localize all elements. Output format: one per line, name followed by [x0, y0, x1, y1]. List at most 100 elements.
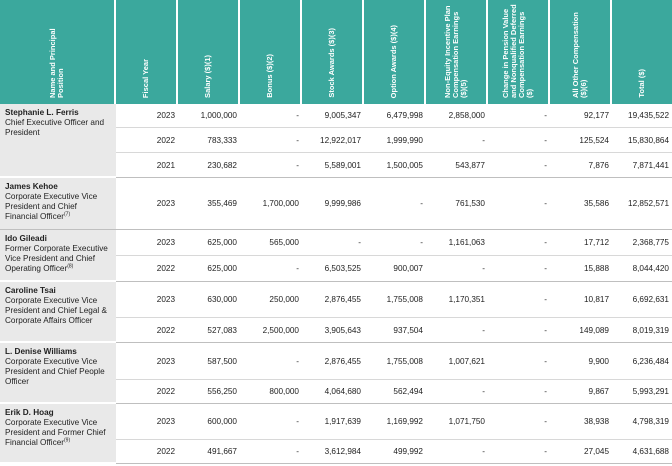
- cell-total: 6,236,484: [612, 343, 672, 380]
- cell-total: 4,631,688: [612, 440, 672, 464]
- executive-name-cell: James Kehoe Corporate Executive Vice Pres…: [0, 178, 116, 230]
- executive-name-cell: Erik D. Hoag Corporate Executive Vice Pre…: [0, 404, 116, 464]
- cell-option: 499,992: [364, 440, 426, 464]
- executive-position: Corporate Executive Vice President and F…: [5, 418, 106, 447]
- cell-total: 8,019,319: [612, 318, 672, 343]
- executive-name-cell: Stephanie L. Ferris Chief Executive Offic…: [0, 104, 116, 178]
- cell-stock: 5,589,001: [302, 153, 364, 178]
- header-option-awards: Option Awards ($)(4): [364, 0, 426, 104]
- cell-pension: -: [488, 104, 550, 128]
- cell-all-other: 149,089: [550, 318, 612, 343]
- cell-year: 2023: [116, 343, 178, 380]
- cell-salary: 527,083: [178, 318, 240, 343]
- cell-stock: 9,999,986: [302, 178, 364, 230]
- table-row: Caroline Tsai Corporate Executive Vice Pr…: [0, 282, 672, 343]
- cell-pension: -: [488, 230, 550, 256]
- cell-all-other: 9,900: [550, 343, 612, 380]
- executive-position: Corporate Executive Vice President and C…: [5, 357, 105, 386]
- cell-total: 5,993,291: [612, 380, 672, 404]
- header-row: Name and Principal Position Fiscal Year …: [0, 0, 672, 104]
- header-fiscal-year: Fiscal Year: [116, 0, 178, 104]
- cell-bonus: 2,500,000: [240, 318, 302, 343]
- cell-stock: 6,503,525: [302, 256, 364, 282]
- cell-stock: 4,064,680: [302, 380, 364, 404]
- cell-pension: -: [488, 178, 550, 230]
- cell-option: 6,479,998: [364, 104, 426, 128]
- cell-option: 1,999,990: [364, 128, 426, 153]
- cell-stock: 3,905,643: [302, 318, 364, 343]
- header-all-other: All Other Compensation ($)(6): [550, 0, 612, 104]
- cell-option: 1,169,992: [364, 404, 426, 440]
- cell-non-equity: 2,858,000: [426, 104, 488, 128]
- cell-bonus: 1,700,000: [240, 178, 302, 230]
- cell-non-equity: 1,161,063: [426, 230, 488, 256]
- footnote-marker: (9): [64, 437, 71, 444]
- cell-year: 2023: [116, 282, 178, 318]
- table-row: 2022 783,333-12,922,017 1,999,990- -125,524…: [0, 128, 672, 153]
- table-row: Ido Gileadi Former Corporate Executive Vi…: [0, 230, 672, 282]
- cell-non-equity: 1,007,621: [426, 343, 488, 380]
- cell-pension: -: [488, 128, 550, 153]
- cell-pension: -: [488, 318, 550, 343]
- cell-salary: 355,469: [178, 178, 240, 230]
- cell-total: 2,368,775: [612, 230, 672, 256]
- executive-position: Former Corporate Executive Vice Presiden…: [5, 244, 108, 273]
- cell-salary: 1,000,000: [178, 104, 240, 128]
- cell-option: 900,007: [364, 256, 426, 282]
- executive-name-cell: Caroline Tsai Corporate Executive Vice Pr…: [0, 282, 116, 343]
- cell-option: -: [364, 178, 426, 230]
- table-row: 2022 556,250 800,000 4,064,680 562,494- -9,86…: [0, 380, 672, 404]
- cell-total: 19,435,522: [612, 104, 672, 128]
- cell-all-other: 35,586: [550, 178, 612, 230]
- cell-salary: 783,333: [178, 128, 240, 153]
- executive-name: Erik D. Hoag: [5, 408, 54, 417]
- cell-pension: -: [488, 440, 550, 464]
- header-non-equity: Non-Equity Incentive Plan Compensation E…: [426, 0, 488, 104]
- cell-salary: 600,000: [178, 404, 240, 440]
- header-pension: Change in Pension Value and Nonqualified…: [488, 0, 550, 104]
- cell-pension: -: [488, 153, 550, 178]
- header-name: Name and Principal Position: [0, 0, 116, 104]
- cell-year: 2022: [116, 440, 178, 464]
- cell-salary: 630,000: [178, 282, 240, 318]
- cell-all-other: 7,876: [550, 153, 612, 178]
- executive-name-cell: Ido Gileadi Former Corporate Executive Vi…: [0, 230, 116, 282]
- cell-all-other: 125,524: [550, 128, 612, 153]
- footnote-marker: (8): [67, 263, 74, 270]
- cell-bonus: -: [240, 104, 302, 128]
- executive-position: Chief Executive Officer and President: [5, 118, 105, 137]
- cell-year: 2022: [116, 128, 178, 153]
- cell-pension: -: [488, 343, 550, 380]
- cell-salary: 556,250: [178, 380, 240, 404]
- cell-all-other: 17,712: [550, 230, 612, 256]
- cell-stock: 2,876,455: [302, 343, 364, 380]
- cell-year: 2023: [116, 178, 178, 230]
- table-row: 2022 527,083 2,500,000 3,905,643 937,504- -14…: [0, 318, 672, 343]
- executive-name: L. Denise Williams: [5, 347, 77, 356]
- cell-stock: 2,876,455: [302, 282, 364, 318]
- cell-all-other: 27,045: [550, 440, 612, 464]
- header-stock-awards: Stock Awards ($)(3): [302, 0, 364, 104]
- cell-pension: -: [488, 404, 550, 440]
- cell-pension: -: [488, 380, 550, 404]
- cell-year: 2022: [116, 318, 178, 343]
- footnote-marker: (7): [64, 211, 71, 218]
- cell-option: 1,755,008: [364, 343, 426, 380]
- header-total: Total ($): [612, 0, 672, 104]
- cell-stock: 3,612,984: [302, 440, 364, 464]
- executive-position: Corporate Executive Vice President and C…: [5, 192, 98, 221]
- cell-stock: 1,917,639: [302, 404, 364, 440]
- cell-all-other: 38,938: [550, 404, 612, 440]
- cell-option: -: [364, 230, 426, 256]
- cell-non-equity: -: [426, 380, 488, 404]
- table-row: Stephanie L. Ferris Chief Executive Offic…: [0, 104, 672, 178]
- cell-non-equity: 761,530: [426, 178, 488, 230]
- table-row: Erik D. Hoag Corporate Executive Vice Pre…: [0, 404, 672, 464]
- cell-total: 4,798,319: [612, 404, 672, 440]
- cell-stock: 9,005,347: [302, 104, 364, 128]
- cell-pension: -: [488, 256, 550, 282]
- cell-non-equity: -: [426, 318, 488, 343]
- cell-all-other: 10,817: [550, 282, 612, 318]
- cell-year: 2023: [116, 404, 178, 440]
- table-row: 2022 625,000-6,503,525 900,007- -15,888 8,04…: [0, 256, 672, 282]
